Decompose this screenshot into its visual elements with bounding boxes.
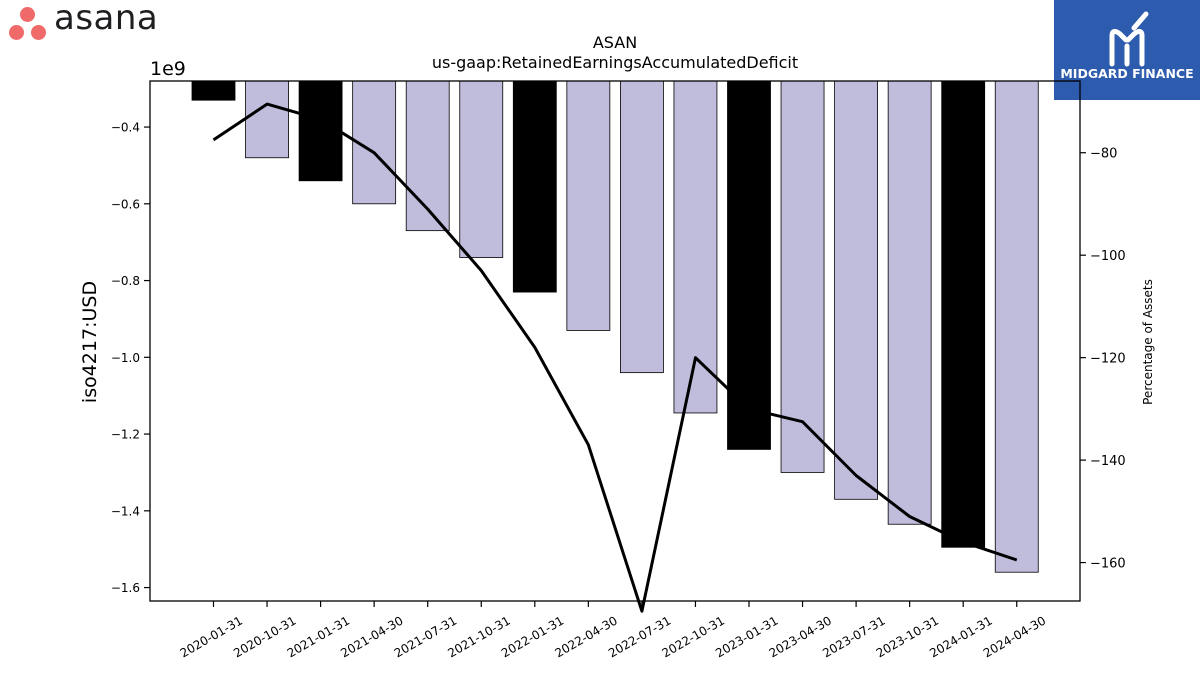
brand-name: asana: [54, 0, 159, 38]
watermark-text: MIDGARD FINANCE: [1060, 66, 1194, 81]
chart-subtitle: us-gaap:RetainedEarningsAccumulatedDefic…: [432, 53, 798, 72]
y-tick-label: −0.6: [111, 197, 140, 211]
y2-tick-label: −80: [1090, 147, 1117, 162]
asana-dots-icon: [4, 2, 52, 42]
bar-2021-10-31: [459, 80, 504, 258]
y2-axis-label: Percentage of Assets: [1141, 279, 1155, 405]
y-tick-label: −1.2: [111, 428, 140, 442]
y2-tick-label: −160: [1090, 557, 1126, 572]
y-tick-label: −0.4: [111, 121, 140, 135]
logo-stroke-left: [1109, 28, 1129, 67]
logo-dot-top: [20, 7, 35, 22]
logo-dot-left: [9, 25, 24, 40]
bar-2023-04-30: [780, 80, 825, 473]
y-axis-ticks: −0.4 −0.6 −0.8 −1.0 −1.2 −1.4 −1.6: [111, 121, 150, 595]
midgard-finance-watermark: MIDGARD FINANCE: [1054, 0, 1200, 100]
bar-2020-01-31: [191, 80, 236, 101]
x-axis-ticks: 2020-01-312020-10-312021-01-312021-04-30…: [178, 601, 1048, 660]
logo-stroke-right: [1125, 28, 1145, 67]
y2-tick-label: −140: [1090, 454, 1126, 469]
bar-2022-04-30: [566, 80, 611, 331]
logo-dot-right: [31, 25, 46, 40]
asana-logo: asana: [4, 0, 194, 42]
line-layer: [212, 102, 1018, 613]
bar-2021-07-31: [405, 80, 450, 232]
bar-2021-01-31: [298, 80, 343, 182]
y-axis-label: iso4217:USD: [79, 281, 101, 403]
logo-stroke-top: [1131, 11, 1149, 31]
series-line-percentage-of-assets: [212, 102, 1018, 613]
y-tick-label: −1.0: [111, 351, 140, 365]
y2-tick-label: −100: [1090, 249, 1126, 264]
plot-frame: [149, 80, 1081, 602]
midgard-logo-icon: [1054, 0, 1200, 100]
bar-2023-07-31: [834, 80, 878, 500]
y-tick-label: −0.8: [111, 274, 140, 288]
y2-axis-ticks: −80 −100 −120 −140 −160: [1080, 147, 1126, 572]
bar-2024-01-31: [941, 80, 986, 548]
bar-2021-04-30: [352, 80, 397, 205]
bar-2022-07-31: [620, 80, 664, 374]
bar-2024-04-30: [994, 80, 1039, 573]
chart-title: ASAN: [593, 33, 637, 52]
bar-2022-01-31: [512, 80, 557, 293]
bars-layer: [191, 80, 1039, 573]
y-tick-label: −1.6: [111, 581, 140, 595]
y2-tick-label: −120: [1090, 352, 1126, 367]
y-offset-label: 1e9: [150, 58, 186, 80]
bar-2023-10-31: [887, 80, 932, 525]
bar-2020-10-31: [245, 80, 289, 159]
y-tick-label: −1.4: [111, 504, 140, 518]
